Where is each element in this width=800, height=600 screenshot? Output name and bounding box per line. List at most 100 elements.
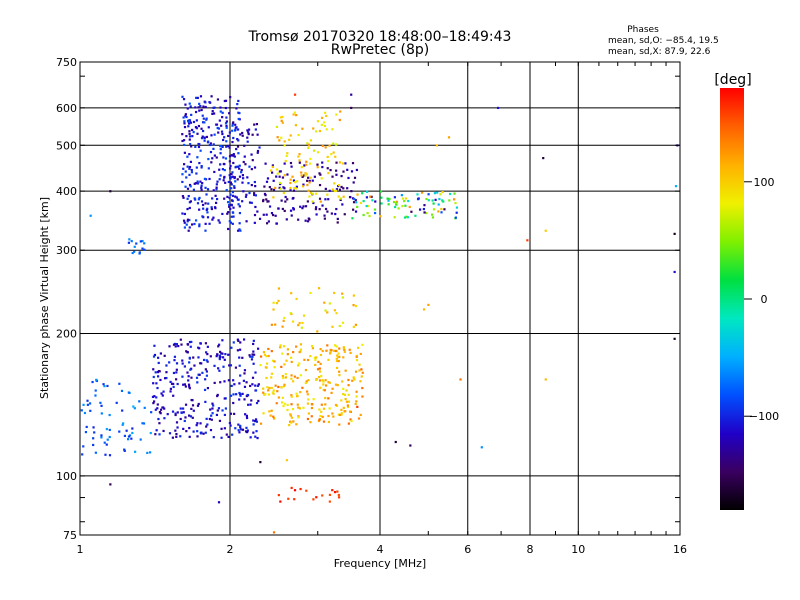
- data-point: [183, 143, 186, 147]
- data-point: [185, 223, 188, 226]
- data-point: [108, 428, 111, 432]
- data-point: [238, 398, 241, 401]
- data-point: [175, 343, 179, 346]
- data-point: [182, 139, 186, 142]
- data-point: [202, 207, 205, 210]
- data-point: [365, 196, 369, 199]
- data-point: [227, 379, 230, 382]
- data-point: [103, 385, 106, 388]
- data-point: [182, 427, 185, 430]
- data-point: [198, 208, 201, 211]
- data-point: [342, 187, 345, 190]
- data-point: [371, 199, 374, 202]
- data-point: [304, 205, 308, 208]
- data-point: [197, 142, 200, 146]
- data-point: [232, 153, 235, 156]
- data-point: [189, 185, 192, 188]
- data-point: [221, 409, 224, 412]
- data-point: [121, 423, 124, 426]
- data-point: [334, 383, 338, 386]
- data-point: [223, 358, 226, 361]
- data-point: [338, 370, 341, 373]
- data-point: [379, 190, 383, 193]
- data-point: [181, 375, 184, 378]
- data-point: [230, 384, 233, 388]
- data-point: [173, 355, 177, 358]
- data-point: [212, 147, 215, 150]
- data-point: [270, 171, 274, 174]
- data-point: [229, 364, 233, 367]
- data-point: [436, 191, 439, 194]
- data-point: [205, 359, 208, 362]
- data-point: [293, 375, 296, 378]
- data-point: [157, 356, 160, 359]
- data-point: [204, 378, 207, 381]
- data-point: [204, 202, 207, 205]
- data-point: [243, 155, 246, 158]
- data-point: [163, 354, 166, 357]
- data-point: [340, 185, 343, 189]
- data-point: [306, 179, 309, 182]
- data-point: [199, 95, 203, 98]
- data-point: [327, 198, 330, 201]
- data-point: [213, 206, 217, 209]
- data-point: [322, 420, 326, 423]
- data-point: [103, 441, 106, 444]
- data-point: [229, 181, 233, 184]
- data-point: [232, 215, 235, 218]
- data-point: [427, 199, 430, 202]
- data-point: [189, 105, 192, 108]
- data-point: [339, 198, 342, 202]
- data-point: [151, 395, 155, 399]
- data-point: [225, 120, 228, 123]
- data-point: [281, 207, 284, 211]
- data-point: [319, 173, 322, 176]
- data-point: [242, 379, 245, 382]
- data-point: [228, 174, 231, 177]
- data-point: [202, 117, 205, 120]
- data-point: [182, 411, 185, 414]
- data-point: [297, 155, 300, 158]
- data-point: [210, 134, 213, 137]
- data-point: [262, 387, 265, 390]
- data-point: [256, 436, 259, 440]
- data-point: [354, 210, 358, 213]
- data-point: [284, 195, 287, 199]
- data-point: [275, 402, 278, 405]
- data-point: [337, 493, 340, 497]
- data-point: [154, 371, 157, 374]
- data-point: [228, 146, 231, 149]
- data-point: [152, 368, 155, 371]
- data-point: [185, 176, 188, 179]
- data-point: [252, 431, 255, 434]
- data-point: [275, 302, 279, 305]
- data-point: [292, 207, 295, 210]
- data-point: [221, 145, 224, 148]
- data-point: [232, 379, 235, 382]
- data-point: [185, 134, 188, 138]
- data-point: [237, 423, 240, 426]
- data-point: [187, 122, 191, 125]
- data-point: [328, 302, 331, 305]
- data-point: [329, 168, 332, 172]
- data-point: [206, 211, 209, 214]
- data-point: [276, 390, 279, 393]
- data-point: [407, 199, 410, 203]
- data-point: [342, 356, 345, 359]
- data-point: [143, 248, 146, 251]
- data-point: [183, 151, 186, 154]
- data-point: [330, 349, 333, 352]
- data-point: [212, 143, 215, 146]
- data-point: [340, 399, 343, 402]
- data-point: [269, 169, 273, 172]
- data-point: [328, 500, 331, 503]
- stats-x-line: mean, sd,X: 87.9, 22.6: [608, 47, 711, 57]
- data-point: [437, 203, 440, 206]
- data-point: [350, 93, 353, 96]
- data-point: [207, 157, 210, 161]
- data-point: [185, 115, 188, 119]
- data-point: [287, 497, 290, 500]
- data-point: [342, 406, 345, 409]
- data-point: [182, 116, 185, 119]
- data-point: [324, 207, 328, 211]
